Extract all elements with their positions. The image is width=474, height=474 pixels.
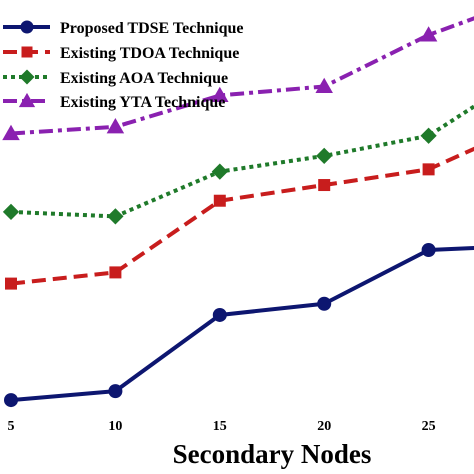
legend-label: Existing AOA Technique: [60, 70, 228, 87]
data-point-s2-5: [422, 163, 435, 176]
data-point-s3-1: [2, 203, 20, 221]
data-point-s1-5: [421, 243, 436, 257]
legend-marker: [18, 92, 36, 108]
series-lines: [10, 16, 474, 403]
legend-label: Proposed TDSE Technique: [60, 20, 243, 37]
data-point-s2-2: [109, 266, 122, 279]
x-axis: 5 10 15 20 25: [8, 419, 436, 434]
legend-item-2: Existing TDOA Technique: [3, 45, 239, 62]
data-point-s4-4: [315, 77, 333, 94]
data-point-s2-4: [318, 179, 331, 192]
data-point-s4-2: [106, 118, 125, 134]
data-point-s1-1: [4, 393, 18, 408]
data-point-s3-5: [420, 127, 437, 144]
legend-item-4: Existing YTA Technique: [3, 92, 225, 111]
data-point-s2-1: [5, 277, 17, 290]
data-point-s3-4: [316, 147, 333, 165]
data-point-s1-2: [108, 384, 123, 399]
data-point-s1-4: [317, 296, 332, 311]
legend-marker: [19, 69, 35, 85]
series-line-1: [10, 246, 474, 403]
legend-item-1: Proposed TDSE Technique: [3, 20, 243, 37]
series-line-3: [10, 104, 474, 219]
x-tick-label: 5: [8, 419, 15, 434]
data-point-s2-3: [213, 194, 226, 207]
x-tick-label: 10: [108, 419, 122, 434]
data-point-s3-3: [211, 163, 228, 180]
data-point-s4-3: [211, 86, 229, 103]
legend-item-3: Existing AOA Technique: [3, 69, 228, 87]
series-markers: [2, 26, 438, 408]
x-tick-label: 15: [213, 419, 227, 434]
series-line-4: [10, 16, 474, 136]
x-tick-label: 20: [317, 419, 331, 434]
data-point-s4-1: [2, 124, 20, 141]
data-point-s4-5: [419, 26, 438, 42]
legend-label: Existing TDOA Technique: [60, 45, 239, 62]
data-point-s1-3: [212, 307, 227, 322]
x-axis-label: Secondary Nodes: [173, 439, 372, 469]
data-point-s3-2: [107, 208, 124, 225]
legend: Proposed TDSE Technique Existing TDOA Tec…: [3, 20, 243, 111]
legend-marker: [21, 46, 33, 58]
series-line-2: [10, 146, 474, 286]
legend-marker: [20, 20, 34, 34]
legend-label: Existing YTA Technique: [60, 94, 225, 111]
x-tick-label: 25: [422, 419, 436, 434]
